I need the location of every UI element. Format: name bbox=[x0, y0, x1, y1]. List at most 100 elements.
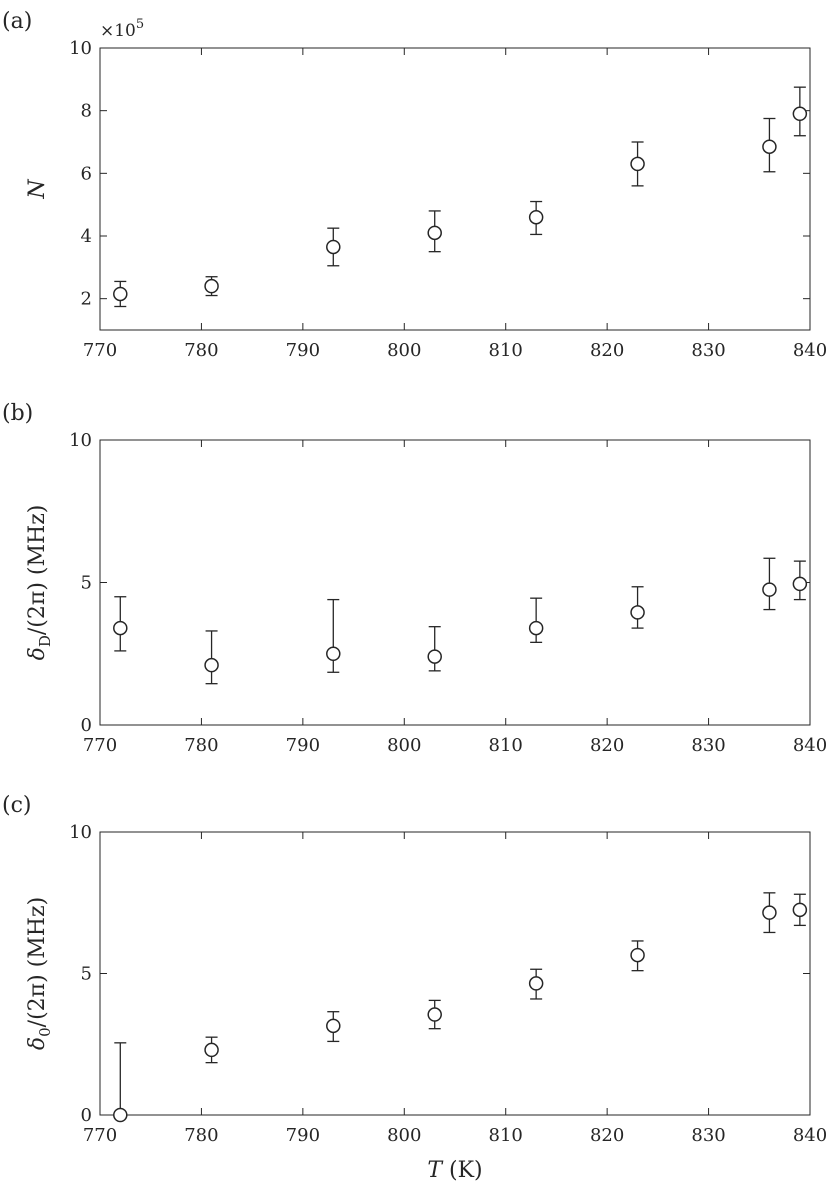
x-tick-label: 790 bbox=[286, 735, 320, 756]
marker-circle bbox=[326, 646, 341, 661]
data-point bbox=[113, 1042, 128, 1123]
y-axis-label-text: N bbox=[25, 179, 50, 200]
data-point bbox=[792, 560, 808, 601]
data-point bbox=[630, 141, 645, 187]
data-point bbox=[630, 940, 645, 972]
marker-circle bbox=[762, 582, 777, 597]
data-point bbox=[326, 227, 341, 267]
marker-circle bbox=[792, 106, 808, 122]
x-tick-label: 780 bbox=[184, 735, 218, 756]
data-point bbox=[113, 280, 128, 308]
y-tick-label: 5 bbox=[81, 964, 92, 985]
marker-circle bbox=[204, 1042, 219, 1058]
data-point bbox=[427, 626, 442, 672]
marker-circle bbox=[792, 576, 808, 592]
marker-circle bbox=[113, 620, 128, 636]
data-point bbox=[762, 557, 777, 611]
y-tick-label: 10 bbox=[69, 38, 92, 59]
x-tick-label: 820 bbox=[590, 340, 624, 361]
x-tick-label: 840 bbox=[793, 735, 827, 756]
data-point bbox=[792, 86, 808, 137]
panel-label: (a) bbox=[2, 9, 32, 34]
data-point bbox=[528, 968, 544, 1000]
marker-circle bbox=[204, 278, 219, 294]
x-tick-label: 840 bbox=[793, 340, 827, 361]
x-tick-label: 810 bbox=[489, 1125, 523, 1146]
plot-frame bbox=[99, 831, 811, 1116]
y-tick-label: 5 bbox=[81, 573, 92, 594]
marker-circle bbox=[630, 156, 645, 172]
marker-circle bbox=[528, 976, 544, 991]
data-point bbox=[792, 893, 808, 927]
marker-circle bbox=[113, 286, 128, 302]
y-multiplier-label: ×105 bbox=[100, 17, 144, 41]
x-tick-label: 790 bbox=[286, 340, 320, 361]
x-tick-label: 830 bbox=[691, 340, 725, 361]
marker-circle bbox=[326, 239, 341, 255]
marker-circle bbox=[762, 139, 777, 154]
y-tick-label: 0 bbox=[81, 715, 92, 736]
x-tick-label: 770 bbox=[83, 735, 117, 756]
x-axis-label: T (K) bbox=[427, 1158, 482, 1183]
marker-circle bbox=[630, 605, 645, 620]
data-point bbox=[762, 892, 777, 934]
marker-circle bbox=[204, 657, 219, 673]
y-tick-label: 0 bbox=[81, 1105, 92, 1126]
marker-circle bbox=[792, 902, 808, 918]
x-tick-label: 780 bbox=[184, 1125, 218, 1146]
data-point bbox=[427, 210, 442, 253]
data-point bbox=[204, 276, 219, 297]
y-axis-label: δD/(2π) (MHz) bbox=[25, 505, 54, 661]
x-tick-label: 810 bbox=[489, 735, 523, 756]
x-tick-label: 840 bbox=[793, 1125, 827, 1146]
x-tick-label: 810 bbox=[489, 340, 523, 361]
data-point bbox=[326, 598, 341, 673]
data-point bbox=[326, 1011, 341, 1043]
x-tick-label: 780 bbox=[184, 340, 218, 361]
x-tick-label: 800 bbox=[387, 1125, 421, 1146]
panel-label: (b) bbox=[2, 401, 33, 426]
y-axis-label-text: δ0/(2π) (MHz) bbox=[25, 897, 54, 1050]
chart-panel-c: 770 780 790 800 810 820 830 840 0 5 10 (c) δ0/(2π) (… bbox=[2, 793, 827, 1183]
y-tick-label: 2 bbox=[81, 289, 92, 310]
y-axis-label: δ0/(2π) (MHz) bbox=[25, 897, 54, 1050]
marker-circle bbox=[762, 905, 777, 920]
data-point bbox=[113, 596, 128, 652]
data-point bbox=[427, 999, 442, 1030]
y-axis-label-text: δD/(2π) (MHz) bbox=[25, 505, 54, 661]
x-tick-label: 800 bbox=[387, 340, 421, 361]
y-tick-label: 6 bbox=[81, 163, 92, 184]
marker-circle bbox=[427, 649, 442, 664]
plot-frame bbox=[99, 439, 811, 726]
y-tick-label: 10 bbox=[69, 430, 92, 451]
data-point bbox=[630, 586, 645, 629]
data-point bbox=[528, 597, 544, 643]
data-point bbox=[762, 117, 777, 173]
marker-circle bbox=[528, 620, 544, 636]
data-point bbox=[528, 200, 544, 236]
y-tick-label: 4 bbox=[81, 226, 92, 247]
marker-circle bbox=[528, 209, 544, 225]
x-tick-label: 820 bbox=[590, 1125, 624, 1146]
plot-frame bbox=[99, 47, 811, 331]
x-tick-label: 790 bbox=[286, 1125, 320, 1146]
marker-circle bbox=[427, 1007, 442, 1022]
x-tick-label: 820 bbox=[590, 735, 624, 756]
marker-circle bbox=[113, 1107, 128, 1123]
y-tick-label: 8 bbox=[81, 101, 92, 122]
x-tick-label: 830 bbox=[691, 1125, 725, 1146]
chart-panel-b: 770 780 790 800 810 820 830 840 0 5 10 (b) δD/(2π) (… bbox=[2, 401, 827, 756]
data-point bbox=[204, 630, 219, 685]
x-tick-label: 770 bbox=[83, 340, 117, 361]
y-tick-label: 10 bbox=[69, 822, 92, 843]
x-tick-label: 770 bbox=[83, 1125, 117, 1146]
y-axis-label: N bbox=[25, 179, 50, 200]
marker-circle bbox=[326, 1018, 341, 1034]
marker-circle bbox=[427, 225, 442, 241]
x-tick-label: 800 bbox=[387, 735, 421, 756]
marker-circle bbox=[630, 947, 645, 963]
data-point bbox=[204, 1036, 219, 1064]
panel-label: (c) bbox=[2, 793, 32, 818]
